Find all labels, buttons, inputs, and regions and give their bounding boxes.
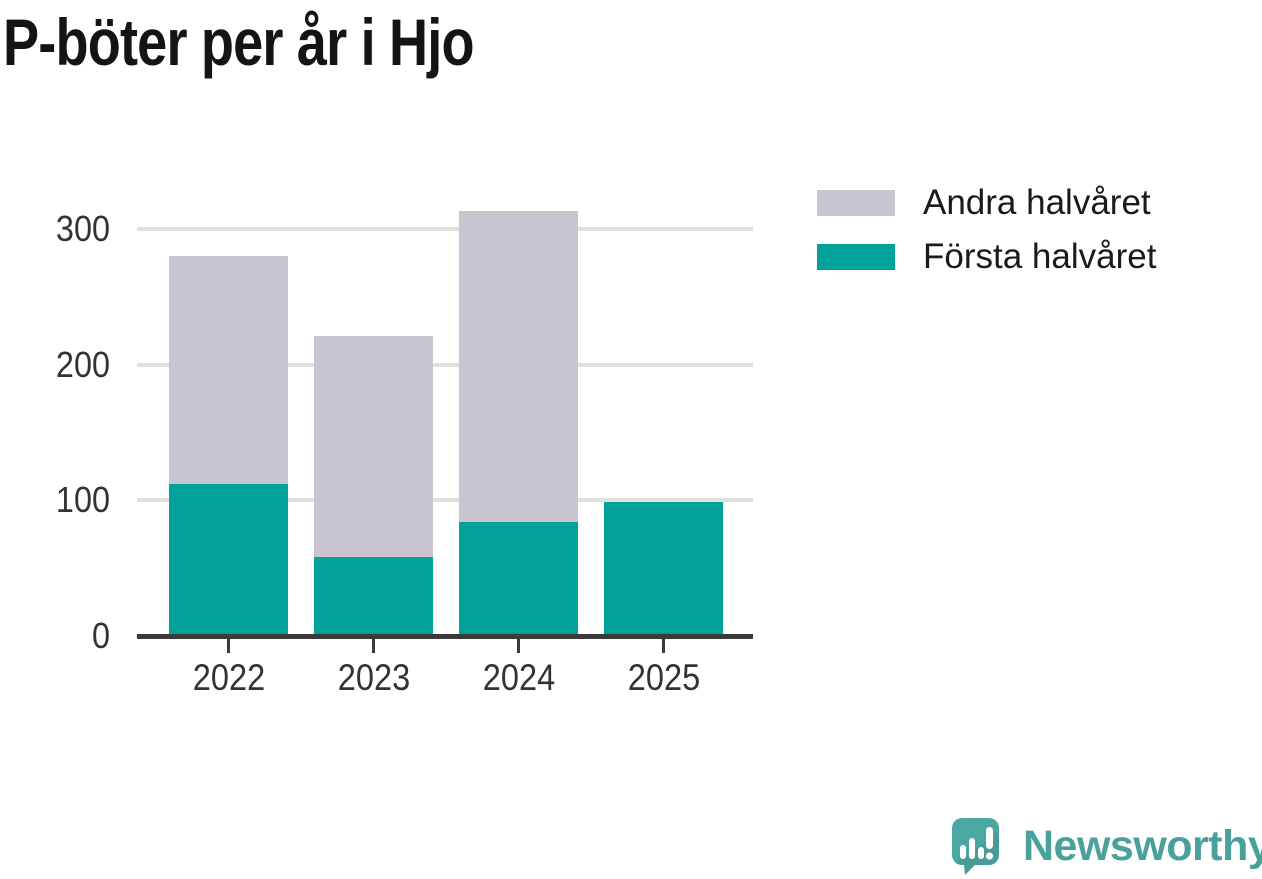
y-axis-tick-label-200: 200 <box>55 343 110 385</box>
legend-item-andra: Andra halvåret <box>817 183 1156 222</box>
bar-segment-2024-första <box>459 522 578 636</box>
y-axis-tick-label-300: 300 <box>55 207 110 249</box>
x-axis-tick-2023 <box>372 639 375 653</box>
legend-swatch-forsta <box>817 244 895 270</box>
bar-segment-2025-första <box>604 501 723 636</box>
bar-segment-2022-första <box>169 484 288 636</box>
x-axis-tick-2024 <box>517 639 520 653</box>
newsworthy-logo: Newsworthy <box>948 816 1262 876</box>
legend-label-forsta: Första halvåret <box>923 237 1157 276</box>
bar-segment-2024-andra <box>459 211 578 522</box>
gridline-300 <box>137 226 753 231</box>
gridline-200 <box>137 362 753 367</box>
newsworthy-logo-icon <box>952 818 999 875</box>
bar-segment-2022-andra <box>169 256 288 484</box>
legend: Andra halvåret Första halvåret <box>817 183 1157 298</box>
x-axis-tick-label-2022: 2022 <box>192 657 265 698</box>
gridline-100 <box>137 498 753 503</box>
x-axis-tick-2025 <box>662 639 665 653</box>
x-axis-tick-label-2024: 2024 <box>482 657 555 698</box>
chart-title: P-böter per år i Hjo <box>3 5 475 79</box>
newsworthy-logo-text: Newsworthy <box>1023 822 1262 870</box>
bar-segment-2023-andra <box>314 336 433 558</box>
y-axis-tick-label-100: 100 <box>55 479 110 521</box>
legend-label-andra: Andra halvåret <box>923 183 1151 222</box>
x-axis-tick-2022 <box>227 639 230 653</box>
x-axis-tick-label-2023: 2023 <box>337 657 410 698</box>
x-axis-line <box>137 634 753 639</box>
legend-item-forsta: Första halvåret <box>817 237 1157 276</box>
x-axis-tick-label-2025: 2025 <box>627 657 700 698</box>
legend-swatch-andra <box>817 190 895 216</box>
bar-segment-2023-första <box>314 557 433 636</box>
y-axis-tick-label-0: 0 <box>91 615 110 656</box>
